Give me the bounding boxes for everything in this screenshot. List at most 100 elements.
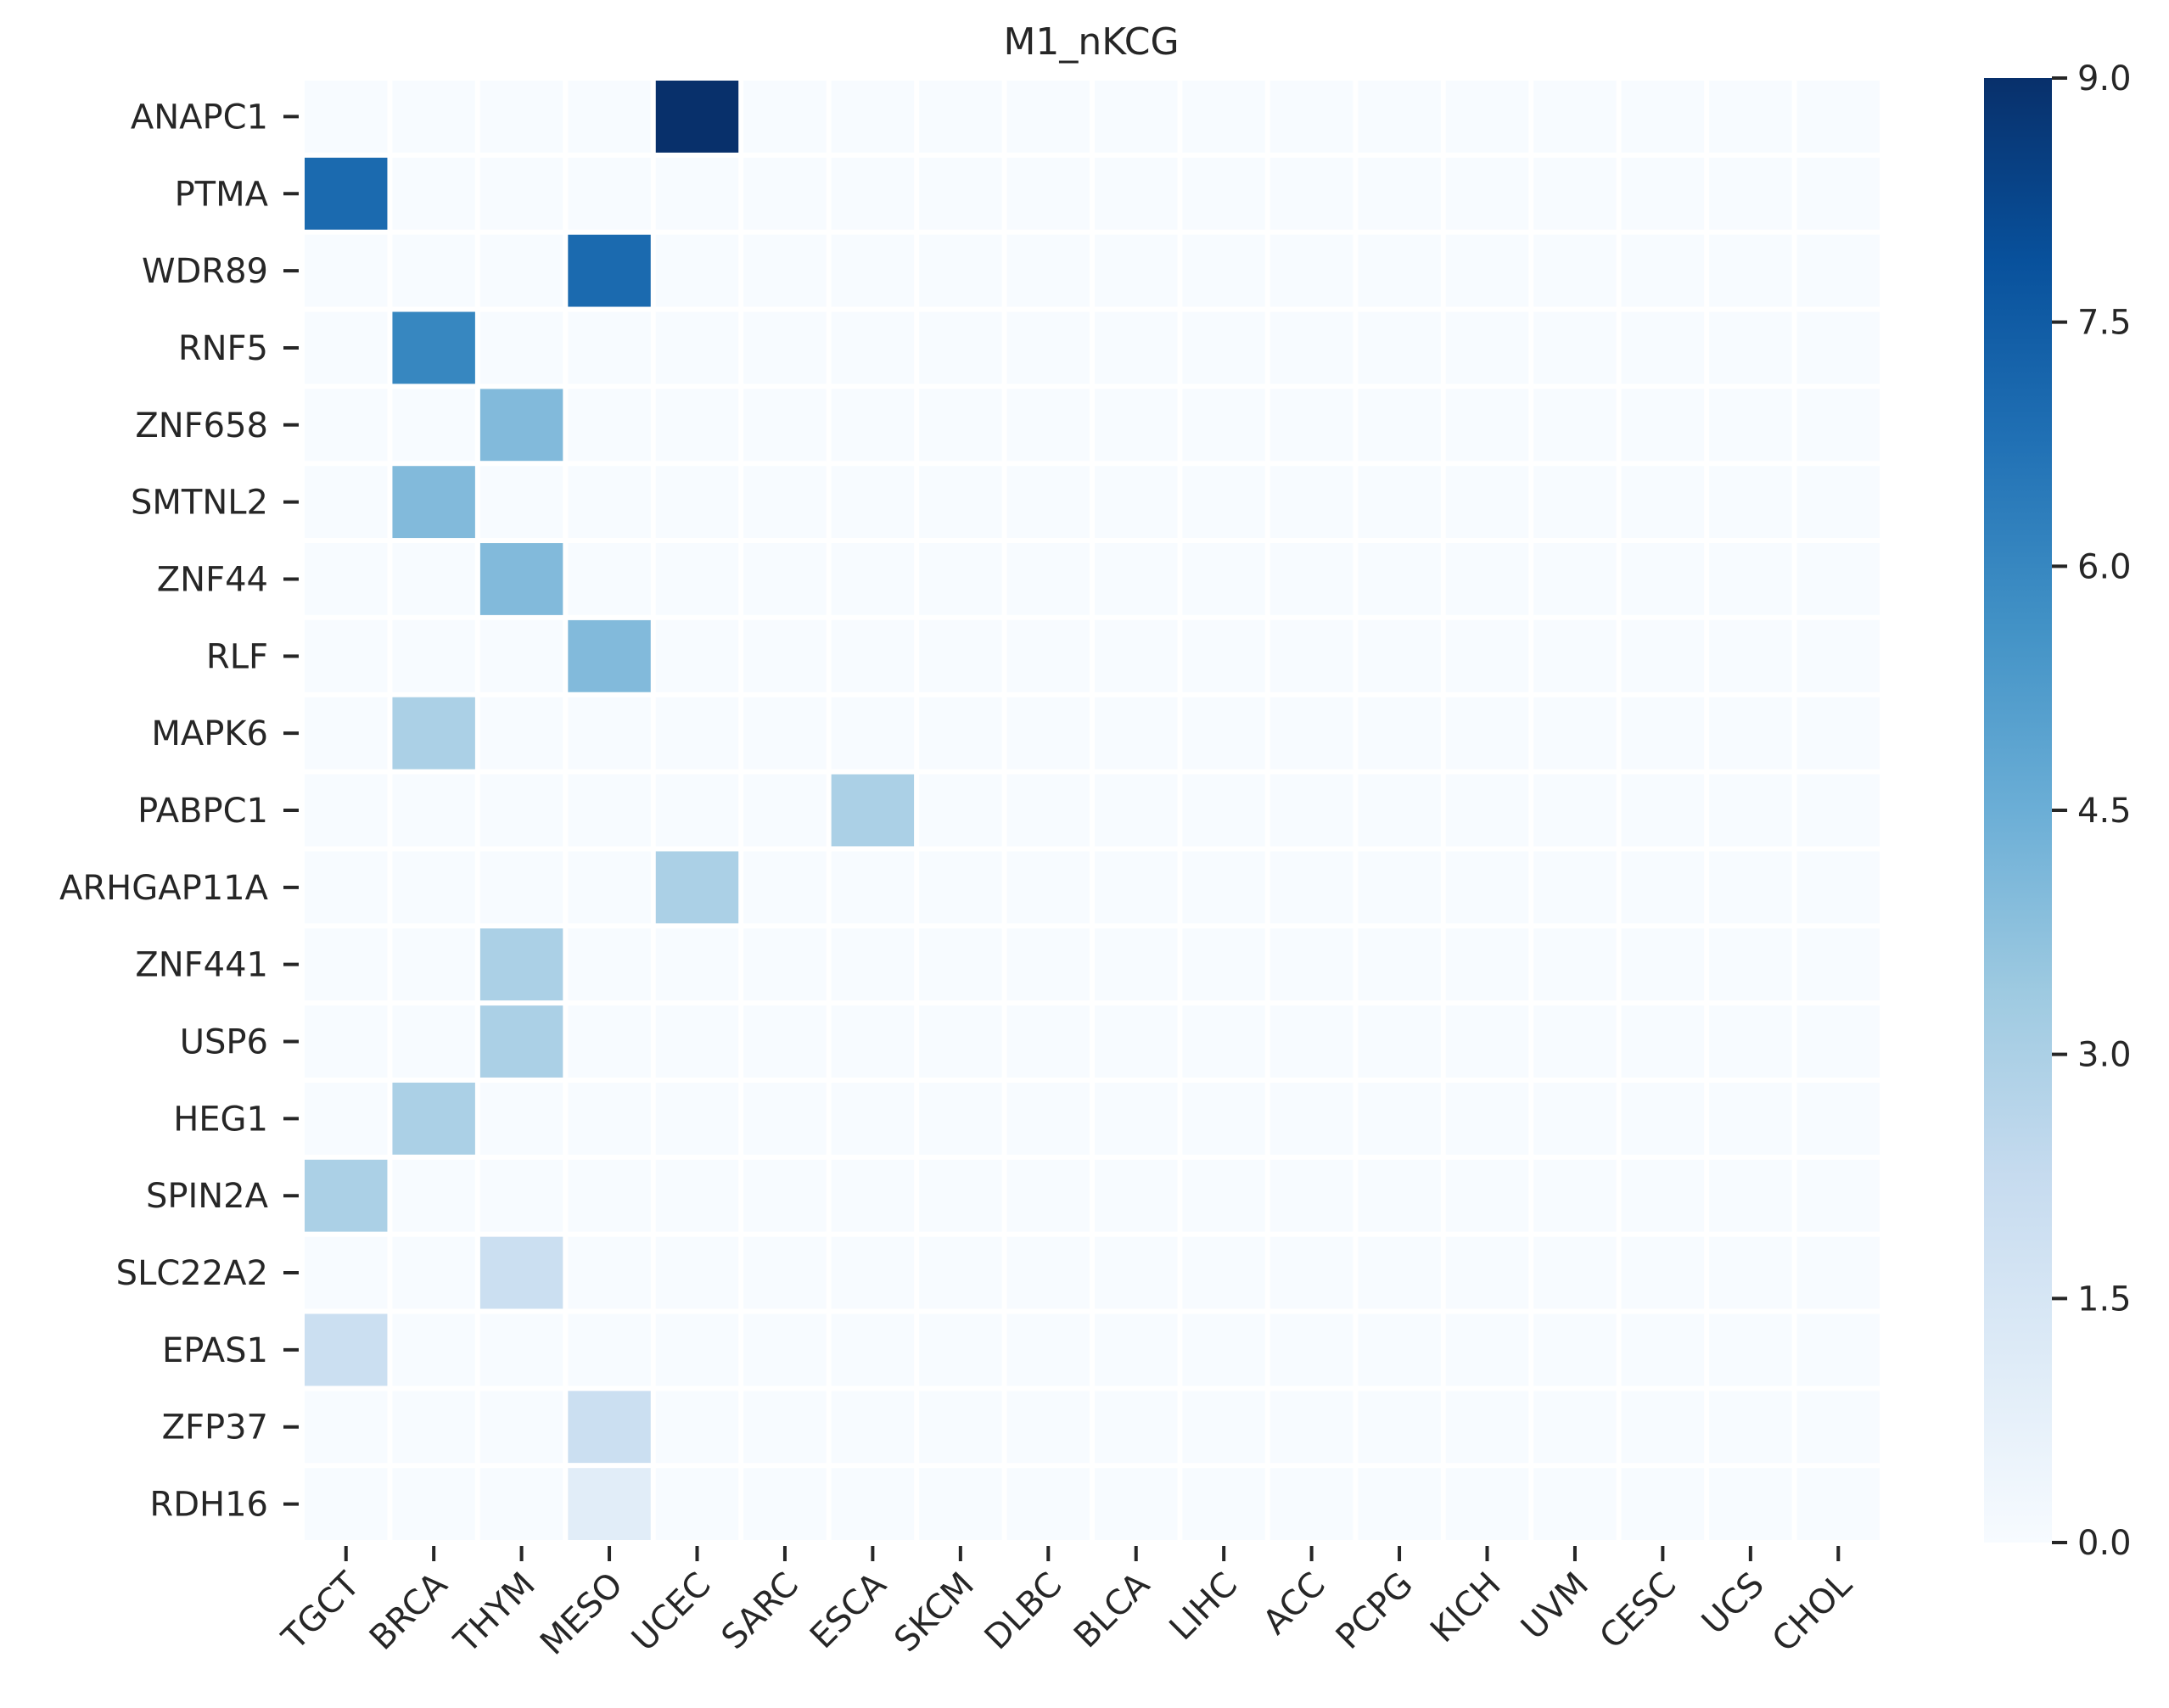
heatmap-cell <box>1182 157 1265 230</box>
heatmap-cell <box>1006 928 1090 1001</box>
y-tick-label: PTMA <box>175 175 269 214</box>
heatmap-cell <box>1445 774 1529 847</box>
heatmap-cell <box>1445 1468 1529 1540</box>
heatmap-cell <box>1006 619 1090 692</box>
heatmap-cell <box>1796 1159 1880 1232</box>
heatmap-cell <box>305 389 388 462</box>
heatmap-cell <box>1269 619 1354 692</box>
heatmap-cell <box>392 1391 475 1464</box>
y-tick-label: SPIN2A <box>146 1177 269 1216</box>
heatmap-cell <box>1621 1391 1705 1464</box>
x-tick-label: UCS <box>1695 1565 1772 1643</box>
heatmap-cell <box>919 619 1002 692</box>
heatmap-cell <box>1621 1313 1705 1386</box>
y-tick-label: WDR89 <box>142 252 268 291</box>
heatmap-cell <box>743 619 827 692</box>
heatmap-cell <box>1269 1236 1354 1309</box>
chart-title: M1_nKCG <box>1003 20 1179 64</box>
heatmap-cell <box>655 311 739 384</box>
heatmap-cell <box>305 1082 388 1155</box>
heatmap-cell <box>1006 697 1090 770</box>
heatmap-cell <box>1796 1236 1880 1309</box>
heatmap-cell <box>743 1313 827 1386</box>
y-tick-label: EPAS1 <box>162 1331 268 1370</box>
heatmap-cell <box>1182 234 1265 307</box>
heatmap-cell <box>1533 851 1617 924</box>
heatmap-cell <box>568 234 651 307</box>
heatmap-cell <box>1358 157 1441 230</box>
heatmap-cell <box>1095 1005 1178 1078</box>
heatmap-cell <box>1358 234 1441 307</box>
x-tick-label: BLCA <box>1067 1565 1157 1655</box>
heatmap-cell <box>743 851 827 924</box>
heatmap-cell <box>1358 851 1441 924</box>
heatmap-cell <box>1182 1082 1265 1155</box>
heatmap-cell <box>1006 1391 1090 1464</box>
heatmap-cell <box>743 1082 827 1155</box>
heatmap-cell <box>1358 774 1441 847</box>
x-tick-label: PCPG <box>1329 1565 1421 1657</box>
heatmap-cell <box>831 1082 915 1155</box>
heatmap-cell <box>919 466 1002 539</box>
x-tick-label: MESO <box>533 1565 631 1663</box>
heatmap-cell <box>1269 234 1354 307</box>
heatmap-cell <box>568 466 651 539</box>
heatmap-cell <box>392 81 475 153</box>
heatmap-cell <box>655 1313 739 1386</box>
heatmap-cell <box>1533 697 1617 770</box>
heatmap-cell <box>1621 928 1705 1001</box>
y-axis: ANAPC1 PTMA WDR89 RNF5 ZNF658 SMTNL2 ZNF44 RLF M… <box>59 98 299 1525</box>
heatmap-cell <box>831 543 915 615</box>
x-tick-label: THYM <box>446 1565 542 1661</box>
heatmap-cell <box>831 1159 915 1232</box>
x-tick-label: BRCA <box>362 1565 456 1658</box>
heatmap-cell <box>743 311 827 384</box>
heatmap-cell <box>655 697 739 770</box>
heatmap-cell <box>1709 311 1792 384</box>
heatmap-cell <box>743 466 827 539</box>
heatmap-cell <box>305 1391 388 1464</box>
heatmap-cell <box>1709 1082 1792 1155</box>
heatmap-cell <box>919 697 1002 770</box>
heatmap-cell <box>392 234 475 307</box>
x-tick-label: UVM <box>1514 1565 1596 1648</box>
x-tick-label: CESC <box>1593 1565 1684 1657</box>
heatmap-cell <box>831 466 915 539</box>
heatmap-cell <box>1269 311 1354 384</box>
heatmap-cell <box>1796 774 1880 847</box>
heatmap-cell <box>1796 1391 1880 1464</box>
heatmap-cell <box>1533 1236 1617 1309</box>
heatmap-cell <box>831 619 915 692</box>
heatmap-cell <box>479 619 563 692</box>
heatmap-cell <box>1095 851 1178 924</box>
heatmap-cell <box>1269 774 1354 847</box>
heatmap-cell <box>568 1391 651 1464</box>
heatmap-cell <box>831 234 915 307</box>
heatmap-cell <box>1796 81 1880 153</box>
heatmap-cell <box>1006 234 1090 307</box>
heatmap-cell <box>479 697 563 770</box>
heatmap-background <box>302 78 1882 1543</box>
heatmap-cell <box>392 1313 475 1386</box>
x-tick-label: CHOL <box>1765 1565 1860 1660</box>
heatmap-cell <box>1358 466 1441 539</box>
x-tick-label: UCEC <box>625 1565 719 1660</box>
heatmap-cell <box>568 1082 651 1155</box>
y-tick-label: MAPK6 <box>151 714 268 753</box>
heatmap-cell <box>392 697 475 770</box>
heatmap-cell <box>919 1159 1002 1232</box>
heatmap-cell <box>479 774 563 847</box>
heatmap-cell <box>655 619 739 692</box>
heatmap-cell <box>655 1082 739 1155</box>
heatmap-cell <box>305 466 388 539</box>
heatmap-cell <box>479 81 563 153</box>
heatmap-cell <box>305 1313 388 1386</box>
heatmap-cell <box>1445 1159 1529 1232</box>
heatmap-cell <box>1182 389 1265 462</box>
x-tick-label: ESCA <box>803 1565 894 1656</box>
heatmap-cell <box>1709 389 1792 462</box>
heatmap-cell <box>392 619 475 692</box>
heatmap-cell <box>1709 1005 1792 1078</box>
heatmap-cell <box>568 774 651 847</box>
heatmap-cell <box>1621 1236 1705 1309</box>
